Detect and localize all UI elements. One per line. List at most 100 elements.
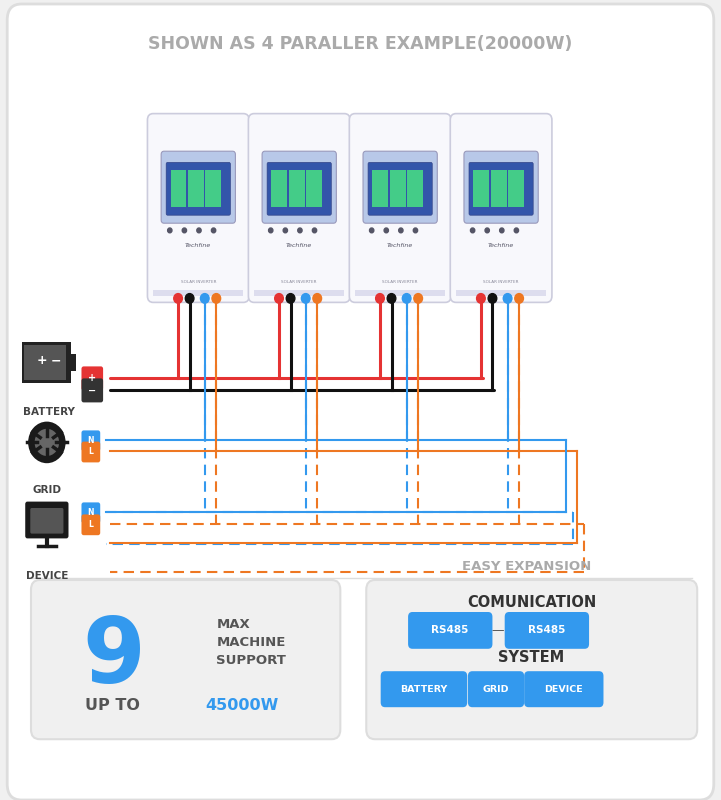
Text: MAX: MAX (216, 618, 250, 630)
FancyBboxPatch shape (81, 366, 103, 390)
Text: Techfine: Techfine (387, 243, 413, 248)
Text: UP TO: UP TO (85, 698, 140, 713)
Bar (373, 170, 389, 207)
Text: RS485: RS485 (528, 626, 565, 635)
Bar (171, 170, 187, 207)
Bar (188, 170, 204, 207)
Circle shape (515, 294, 523, 303)
Text: SYSTEM: SYSTEM (498, 650, 565, 665)
Circle shape (301, 294, 310, 303)
Circle shape (35, 429, 59, 456)
Text: −: − (51, 354, 61, 367)
Circle shape (313, 294, 322, 303)
Text: Techfine: Techfine (185, 243, 211, 248)
Bar (205, 170, 221, 207)
Circle shape (286, 294, 295, 303)
Text: GRID: GRID (32, 486, 61, 495)
Circle shape (399, 228, 403, 233)
Text: MACHINE: MACHINE (216, 636, 286, 649)
FancyBboxPatch shape (162, 151, 235, 223)
FancyBboxPatch shape (468, 671, 524, 707)
Circle shape (211, 228, 216, 233)
FancyBboxPatch shape (81, 378, 103, 402)
Text: Techfine: Techfine (286, 243, 312, 248)
Text: EASY EXPANSION: EASY EXPANSION (461, 560, 591, 573)
Text: SHOWN AS 4 PARALLER EXAMPLE(20000W): SHOWN AS 4 PARALLER EXAMPLE(20000W) (149, 35, 572, 53)
Bar (154, 290, 244, 296)
Circle shape (212, 294, 221, 303)
Bar (24, 345, 66, 380)
Circle shape (182, 228, 187, 233)
Text: DEVICE: DEVICE (26, 571, 68, 581)
Text: SOLAR INVERTER: SOLAR INVERTER (180, 280, 216, 284)
FancyBboxPatch shape (450, 114, 552, 302)
FancyBboxPatch shape (262, 151, 336, 223)
FancyBboxPatch shape (381, 671, 467, 707)
FancyBboxPatch shape (248, 114, 350, 302)
Bar (289, 170, 305, 207)
Circle shape (387, 294, 396, 303)
Text: N: N (87, 436, 94, 446)
FancyBboxPatch shape (31, 580, 340, 739)
Bar (271, 170, 288, 207)
Text: 45000W: 45000W (205, 698, 279, 713)
Bar (508, 170, 524, 207)
Text: BATTERY: BATTERY (400, 685, 448, 694)
Text: RS485: RS485 (431, 626, 469, 635)
Circle shape (283, 228, 288, 233)
Circle shape (470, 228, 474, 233)
Text: 9: 9 (82, 614, 146, 702)
Circle shape (200, 294, 209, 303)
FancyBboxPatch shape (524, 671, 603, 707)
Text: DEVICE: DEVICE (544, 685, 583, 694)
Text: +: + (37, 354, 47, 367)
Circle shape (500, 228, 504, 233)
FancyBboxPatch shape (167, 162, 231, 215)
FancyBboxPatch shape (267, 162, 332, 215)
Bar (473, 170, 490, 207)
Circle shape (268, 228, 273, 233)
FancyBboxPatch shape (464, 151, 538, 223)
Text: L: L (89, 447, 93, 457)
Bar (22, 342, 71, 383)
Circle shape (477, 294, 485, 303)
Bar (390, 170, 406, 207)
FancyBboxPatch shape (148, 114, 249, 302)
Bar (69, 354, 76, 371)
Circle shape (514, 228, 518, 233)
FancyBboxPatch shape (25, 502, 68, 538)
FancyBboxPatch shape (363, 151, 437, 223)
Circle shape (384, 228, 389, 233)
Circle shape (298, 228, 302, 233)
Bar (306, 170, 322, 207)
Text: +: + (88, 374, 97, 383)
Circle shape (485, 228, 490, 233)
FancyBboxPatch shape (366, 580, 697, 739)
Text: SUPPORT: SUPPORT (216, 654, 286, 667)
Circle shape (370, 228, 374, 233)
Text: SOLAR INVERTER: SOLAR INVERTER (382, 280, 418, 284)
Circle shape (185, 294, 194, 303)
Bar (491, 170, 507, 207)
Text: −: − (88, 386, 97, 395)
FancyBboxPatch shape (505, 612, 589, 649)
Text: L: L (89, 520, 93, 530)
Bar (407, 170, 423, 207)
FancyBboxPatch shape (350, 114, 451, 302)
Text: SOLAR INVERTER: SOLAR INVERTER (483, 280, 519, 284)
Text: —: — (491, 624, 504, 637)
Text: COMUNICATION: COMUNICATION (466, 595, 596, 610)
Bar (456, 290, 547, 296)
Circle shape (174, 294, 182, 303)
FancyBboxPatch shape (368, 162, 433, 215)
FancyBboxPatch shape (81, 442, 100, 462)
Bar (254, 290, 345, 296)
Circle shape (28, 422, 66, 463)
Bar (355, 290, 446, 296)
Circle shape (275, 294, 283, 303)
Circle shape (376, 294, 384, 303)
FancyBboxPatch shape (408, 612, 492, 649)
Text: SOLAR INVERTER: SOLAR INVERTER (281, 280, 317, 284)
Circle shape (503, 294, 512, 303)
Text: Techfine: Techfine (488, 243, 514, 248)
